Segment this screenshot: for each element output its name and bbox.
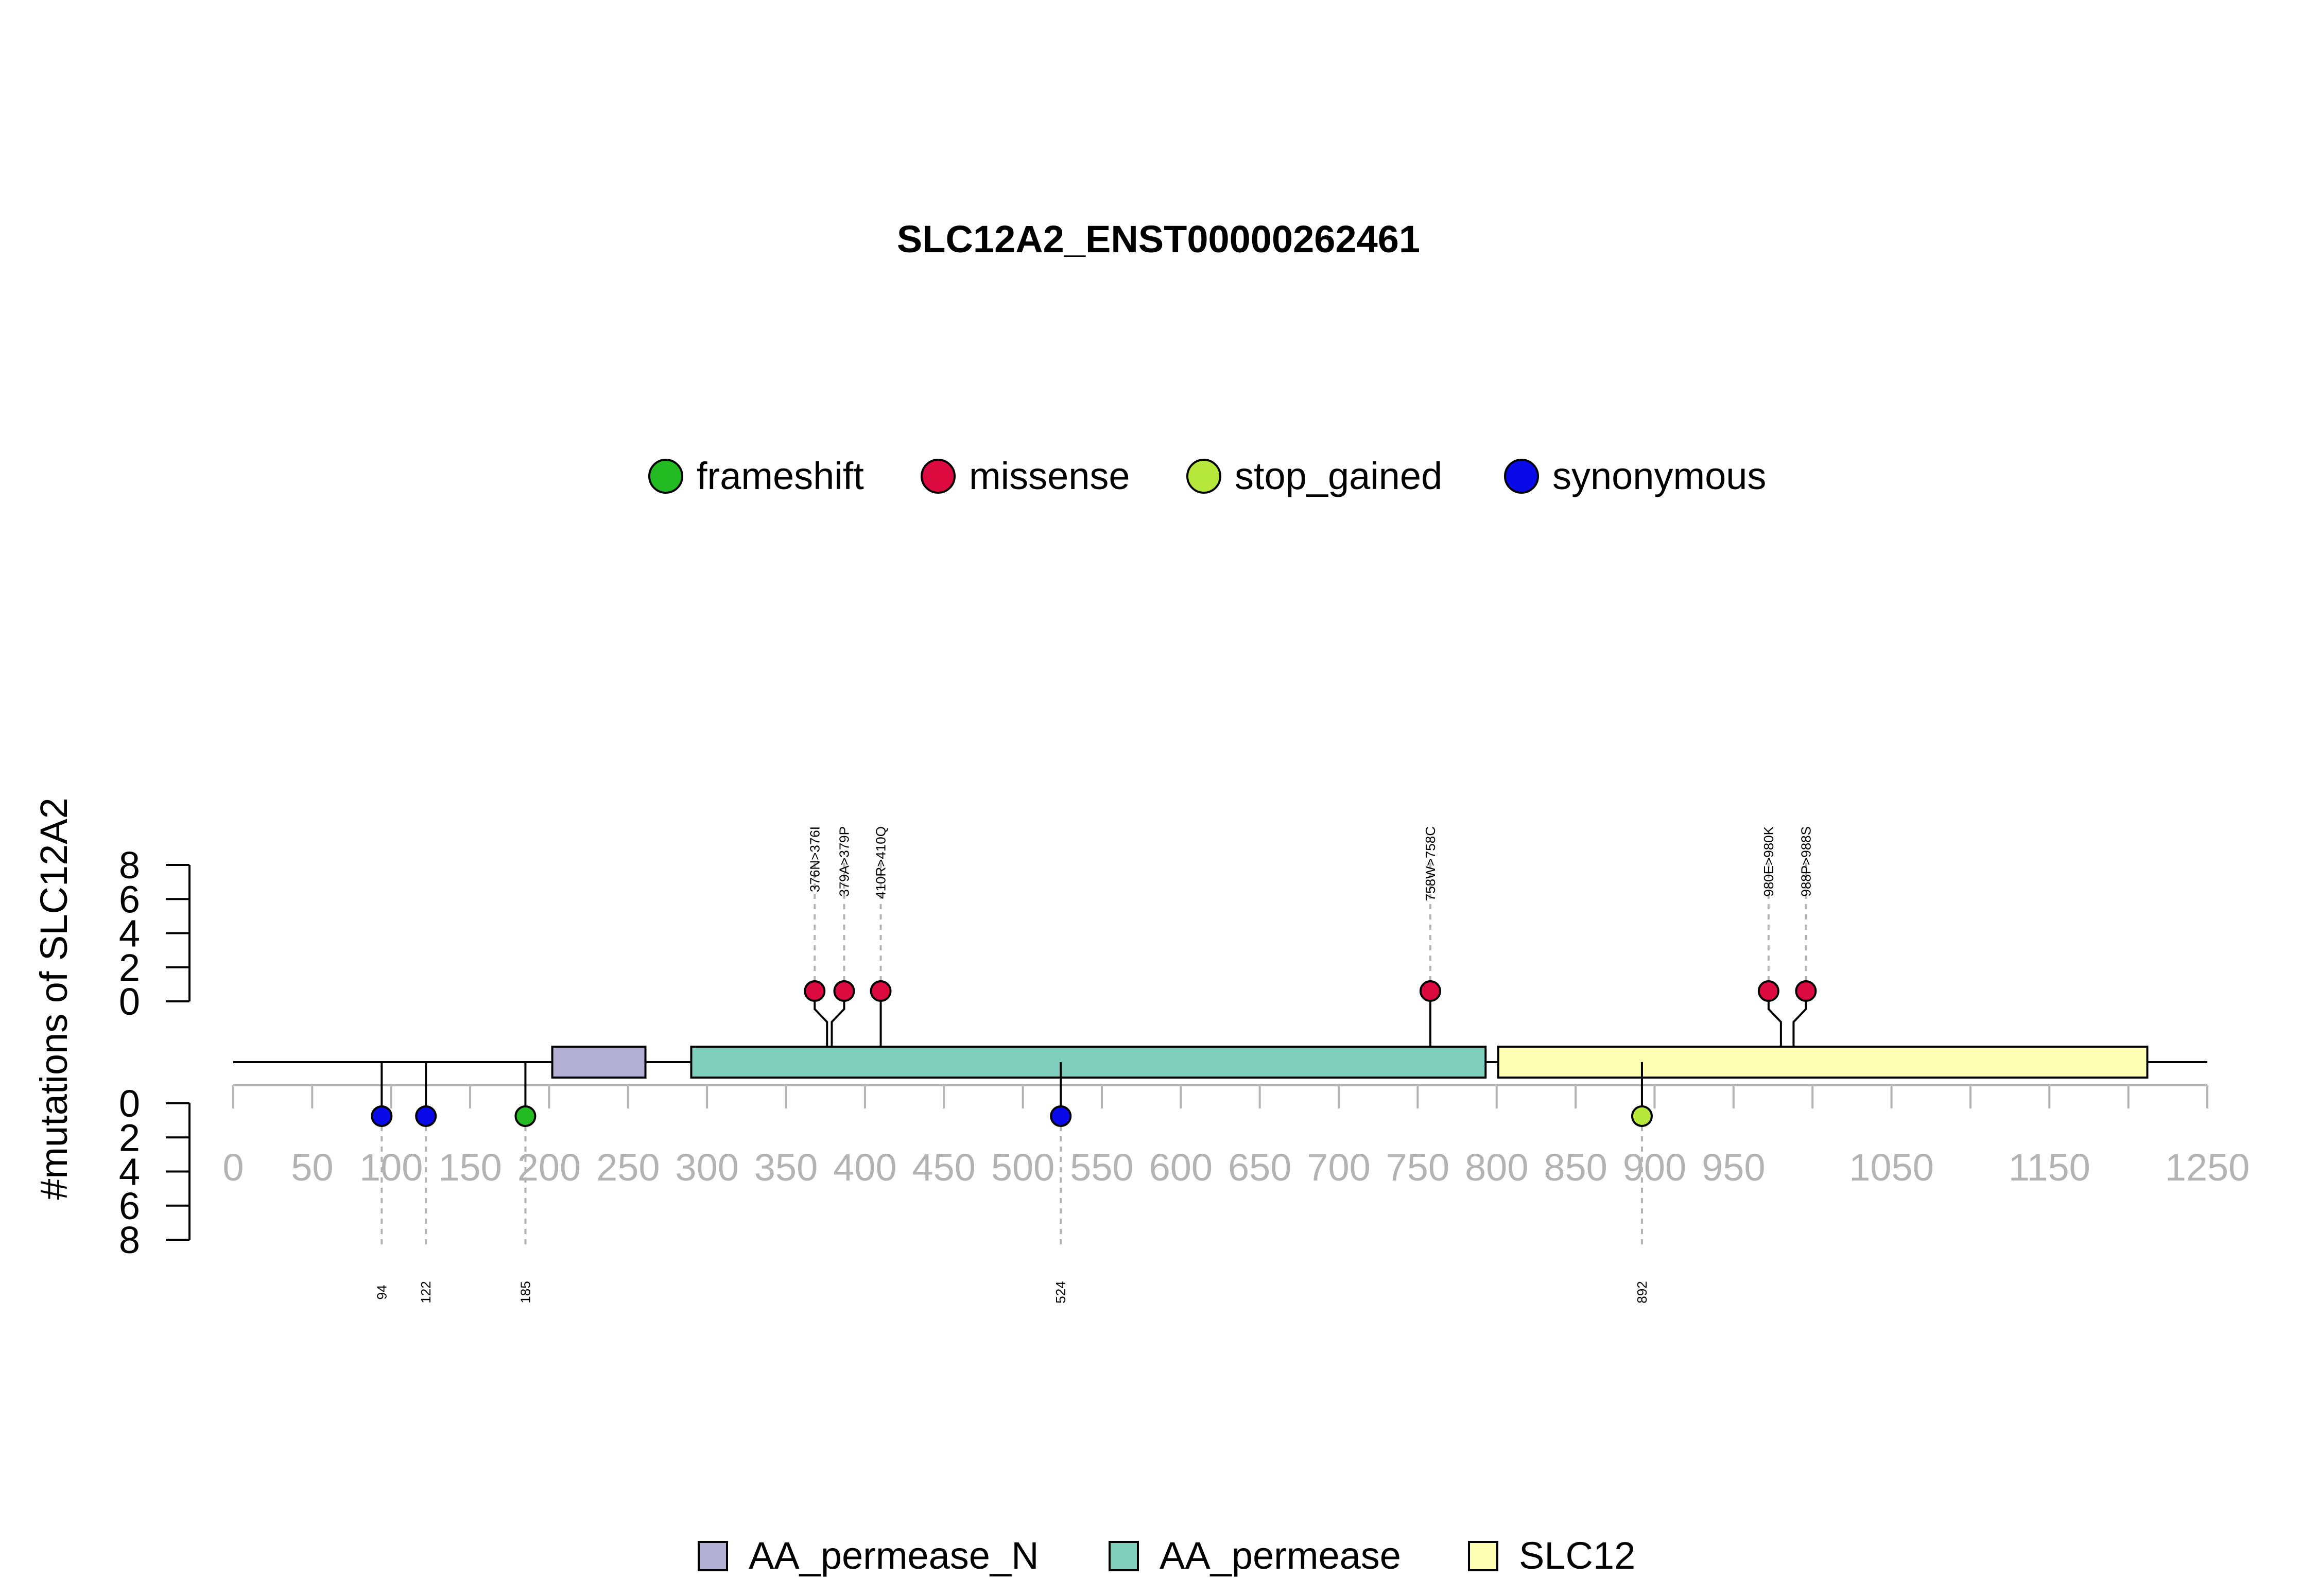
chart-title: SLC12A2_ENST00000262461 [897, 218, 1420, 261]
top-head-758 [1419, 980, 1441, 1002]
x-tick-label-900: 900 [1623, 1146, 1686, 1189]
top-label-980: 980E>980K [1761, 826, 1776, 896]
bottom-y-tick-label-0: 0 [119, 1082, 140, 1125]
x-tick-label-50: 50 [291, 1146, 333, 1189]
x-tick-label-1050: 1050 [1849, 1146, 1934, 1189]
x-tick-label-700: 700 [1307, 1146, 1370, 1189]
top-y-tick-label-2: 2 [119, 946, 140, 989]
bottom-y-tick-label-4: 4 [119, 1151, 140, 1193]
bottom-label-524: 524 [1053, 1281, 1068, 1303]
domain-AA_permease [690, 1046, 1487, 1079]
top-label-988: 988P>988S [1798, 826, 1813, 897]
bottom-head-892 [1631, 1105, 1653, 1127]
bottom-head-524 [1050, 1105, 1072, 1127]
top-head-988 [1795, 980, 1817, 1002]
legend-label-missense: missense [969, 455, 1130, 497]
legend-marker-synonymous [1504, 459, 1539, 494]
top-y-tick-label-0: 0 [119, 980, 140, 1023]
x-tick-label-450: 450 [912, 1146, 976, 1189]
x-tick-label-600: 600 [1149, 1146, 1213, 1189]
bottom-head-94 [371, 1105, 393, 1127]
domain-boxes [551, 1046, 2149, 1079]
bottom-head-185 [514, 1105, 537, 1127]
top-y-tick-label-4: 4 [119, 912, 140, 955]
x-tick-label-550: 550 [1070, 1146, 1133, 1189]
x-tick-label-150: 150 [438, 1146, 502, 1189]
x-tick-label-800: 800 [1465, 1146, 1528, 1189]
x-tick-label-100: 100 [359, 1146, 423, 1189]
domain-legend-label-AA_permease_N: AA_permease_N [749, 1534, 1039, 1577]
x-tick-label-0: 0 [222, 1146, 244, 1189]
bottom-label-122: 122 [418, 1281, 434, 1303]
domain-legend: AA_permease_N AA_permease SLC12 [698, 1534, 1635, 1577]
x-tick-label-850: 850 [1544, 1146, 1607, 1189]
domain-legend-box-AA_permease [1109, 1541, 1139, 1571]
x-tick-label-250: 250 [596, 1146, 660, 1189]
legend-label-synonymous: synonymous [1552, 455, 1766, 497]
top-label-410: 410R>410Q [873, 826, 889, 899]
x-tick-label-1150: 1150 [2009, 1146, 2090, 1189]
top-y-tick-label-8: 8 [119, 844, 140, 887]
legend-marker-stop_gained [1186, 459, 1221, 494]
legend-marker-missense [921, 459, 956, 494]
domain-legend-box-AA_permease_N [698, 1541, 728, 1571]
top-head-379 [833, 980, 855, 1002]
domain-legend-box-SLC12 [1468, 1541, 1498, 1571]
bottom-label-94: 94 [374, 1285, 389, 1300]
bottom-label-892: 892 [1634, 1281, 1650, 1303]
top-head-410 [870, 980, 892, 1002]
x-tick-label-650: 650 [1228, 1146, 1291, 1189]
bottom-y-tick-label-2: 2 [119, 1116, 140, 1159]
y-axis-label: #mutations of SLC12A2 [32, 797, 75, 1200]
top-label-758: 758W>758C [1423, 826, 1438, 901]
top-label-376: 376N>376I [807, 826, 822, 892]
x-tick-label-750: 750 [1386, 1146, 1449, 1189]
x-tick-label-950: 950 [1702, 1146, 1765, 1189]
top-y-tick-label-6: 6 [119, 878, 140, 921]
bottom-y-tick-label-6: 6 [119, 1185, 140, 1227]
bottom-mutations: 94 122 185 524 892 [371, 1062, 1653, 1304]
x-tick-label-300: 300 [675, 1146, 738, 1189]
legend-marker-frameshift [648, 459, 683, 494]
domain-legend-label-SLC12: SLC12 [1519, 1534, 1635, 1577]
top-head-376 [804, 980, 826, 1002]
bottom-y-tick-label-8: 8 [119, 1219, 140, 1261]
legend-label-stop_gained: stop_gained [1235, 455, 1442, 497]
bottom-label-185: 185 [517, 1281, 533, 1303]
x-tick-label-350: 350 [754, 1146, 818, 1189]
top-head-980 [1757, 980, 1779, 1002]
domain-AA_permease_N [551, 1046, 647, 1079]
x-tick-label-200: 200 [517, 1146, 581, 1189]
x-tick-label-1250: 1250 [2165, 1146, 2250, 1189]
domain-SLC12 [1497, 1046, 2149, 1079]
legend-label-frameshift: frameshift [697, 455, 864, 497]
domain-legend-label-AA_permease: AA_permease [1160, 1534, 1401, 1577]
top-mutations: 376N>376I 379A>379P 410R>410Q 758W>758C 980E… [804, 826, 1817, 1047]
mutation-legend: frameshift missense stop_gained synonymous [648, 455, 1766, 497]
top-label-379: 379A>379P [836, 826, 852, 897]
x-tick-label-500: 500 [991, 1146, 1054, 1189]
bottom-head-122 [415, 1105, 437, 1127]
x-tick-label-400: 400 [833, 1146, 896, 1189]
x-axis: 0 50 100 150 200 250 300 350 400 450 500 550 600 650 7… [222, 1084, 2250, 1189]
